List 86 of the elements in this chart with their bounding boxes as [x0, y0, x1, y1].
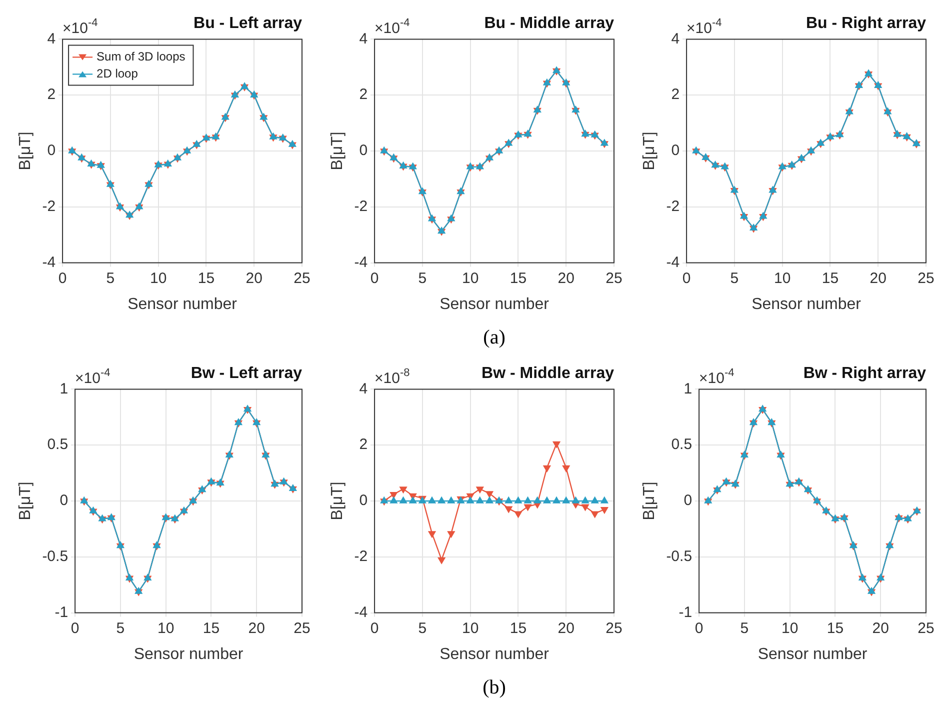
x-axis-title: Sensor number [758, 646, 868, 663]
x-tick-label: 10 [774, 270, 791, 287]
y-tick-label: 2 [671, 86, 680, 104]
x-axis-title: Sensor number [440, 296, 550, 313]
y-tick-label: 0 [684, 492, 692, 510]
y-tick-label: -0.5 [42, 548, 68, 566]
x-tick-label: 25 [918, 620, 934, 637]
y-tick-label: 4 [671, 30, 680, 48]
chart-title: Bw - Right array [803, 365, 926, 382]
y-tick-label: 2 [47, 86, 56, 104]
y-axis-title: B[μT] [641, 132, 658, 170]
y-tick-label: -2 [354, 548, 368, 566]
y-tick-label: 0 [60, 492, 68, 510]
x-axis-title: Sensor number [134, 646, 244, 663]
y-tick-label: -0.5 [666, 548, 692, 566]
x-tick-label: 20 [870, 270, 886, 287]
y-tick-label: -4 [354, 254, 368, 271]
x-tick-label: 15 [198, 270, 215, 287]
chart-title: Bw - Middle array [482, 365, 614, 382]
x-tick-label: 15 [510, 620, 527, 637]
y-tick-label: -4 [666, 254, 680, 271]
y-tick-label: -4 [42, 254, 56, 271]
chart-title: Bu - Left array [194, 15, 302, 32]
x-tick-label: 15 [826, 620, 844, 637]
y-tick-label: 0.5 [47, 436, 68, 454]
y-tick-label: 4 [359, 30, 368, 48]
legend-label: Sum of 3D loops [96, 50, 186, 64]
x-tick-label: 5 [106, 270, 115, 287]
y-axis-title: B[μT] [329, 482, 346, 520]
x-tick-label: 25 [606, 270, 622, 287]
text: (b) [482, 676, 506, 698]
y-tick-label: -2 [354, 198, 368, 216]
y-tick-label: 0 [47, 142, 56, 160]
x-tick-label: 20 [248, 620, 265, 637]
x-tick-label: 25 [294, 620, 310, 637]
y-tick-label: 0 [671, 142, 680, 160]
y-axis-title: B[μT] [329, 132, 346, 170]
y-axis-title: B[μT] [17, 132, 34, 170]
x-tick-label: 25 [606, 620, 622, 637]
y-tick-label: 0 [359, 492, 368, 510]
x-axis-title: Sensor number [440, 646, 550, 663]
x-tick-label: 15 [510, 270, 527, 287]
y-tick-label: -2 [666, 198, 680, 216]
chart-title: Bw - Left array [190, 365, 302, 382]
y-tick-label: 0.5 [671, 436, 692, 454]
y-tick-label: 0 [359, 142, 368, 160]
y-axis-title: B[μT] [17, 482, 34, 520]
x-tick-label: 0 [370, 620, 379, 637]
chart-title: Bu - Right array [806, 15, 926, 32]
x-tick-label: 20 [558, 270, 574, 287]
x-tick-label: 5 [116, 620, 125, 637]
y-tick-label: -1 [678, 604, 692, 621]
x-tick-label: 0 [694, 620, 704, 637]
y-tick-label: 4 [47, 30, 56, 48]
x-tick-label: 10 [781, 620, 798, 637]
y-axis-title: B[μT] [641, 482, 658, 520]
y-tick-label: -2 [42, 198, 56, 216]
x-axis-title: Sensor number [128, 296, 238, 313]
text: (a) [483, 326, 506, 348]
x-tick-label: 5 [730, 270, 739, 287]
x-tick-label: 25 [918, 270, 934, 287]
y-tick-label: 2 [359, 436, 368, 454]
y-tick-label: 1 [60, 380, 68, 398]
y-tick-label: -4 [354, 604, 368, 621]
legend-label: 2D loop [96, 66, 138, 81]
x-tick-label: 10 [150, 270, 167, 287]
x-tick-label: 10 [462, 270, 479, 287]
x-axis-title: Sensor number [752, 296, 862, 313]
chart-title: Bu - Middle array [484, 15, 614, 32]
x-tick-label: 20 [246, 270, 262, 287]
y-tick-label: -1 [54, 604, 68, 621]
x-tick-label: 25 [294, 270, 310, 287]
x-tick-label: 5 [740, 620, 749, 637]
x-tick-label: 15 [202, 620, 220, 637]
x-tick-label: 5 [418, 620, 427, 637]
x-tick-label: 20 [872, 620, 889, 637]
y-tick-label: 2 [359, 86, 368, 104]
x-tick-label: 20 [558, 620, 574, 637]
x-tick-label: 5 [418, 270, 427, 287]
x-tick-label: 0 [70, 620, 80, 637]
x-tick-label: 15 [822, 270, 839, 287]
y-tick-label: 4 [359, 380, 368, 398]
x-tick-label: 10 [462, 620, 479, 637]
x-tick-label: 0 [370, 270, 379, 287]
x-tick-label: 10 [157, 620, 174, 637]
y-tick-label: 1 [684, 380, 692, 398]
